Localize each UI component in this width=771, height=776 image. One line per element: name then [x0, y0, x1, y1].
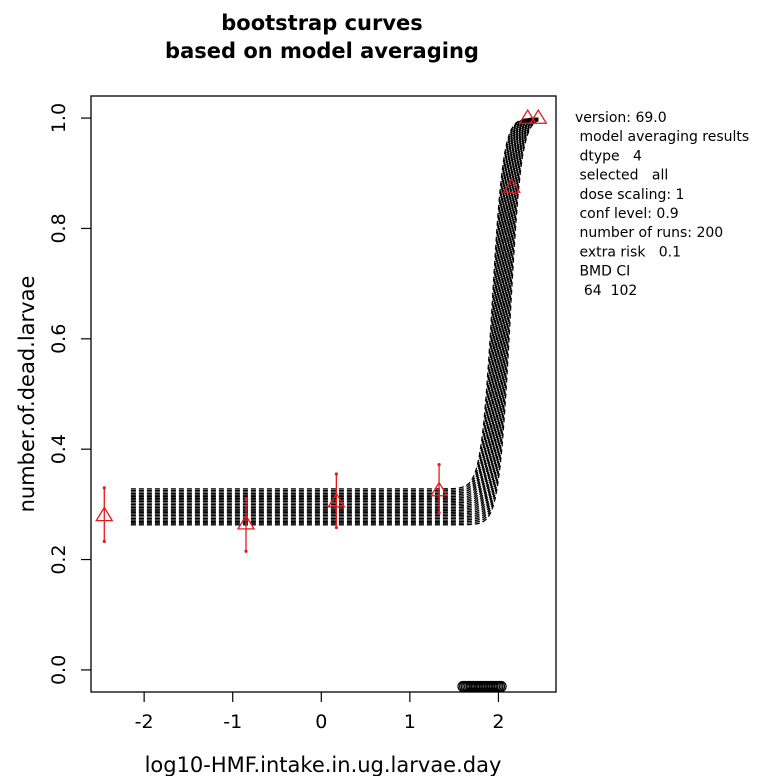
error-bar-cap — [244, 497, 248, 501]
y-tick-label: 0.0 — [48, 655, 70, 685]
observed-point — [429, 481, 449, 497]
bootstrap-curve — [130, 117, 539, 507]
bootstrap-curve — [130, 117, 539, 499]
bootstrap-curve — [130, 117, 539, 506]
observed-point — [518, 108, 537, 124]
x-axis: -2 -1 0 1 2 — [135, 692, 504, 733]
error-bar-cap — [437, 511, 441, 515]
y-tick-label: 0.2 — [48, 544, 70, 574]
info-line: 64 102 — [575, 283, 637, 299]
bootstrap-curve — [130, 119, 539, 524]
bootstrap-curve — [130, 118, 539, 513]
observed-point — [327, 492, 346, 508]
bootstrap-curve — [130, 118, 539, 517]
info-line: selected all — [575, 168, 668, 184]
plot-frame — [90, 95, 557, 693]
info-line: dtype 4 — [575, 148, 642, 164]
x-tick-label: 0 — [315, 711, 327, 733]
y-tick-label: 1.0 — [48, 103, 70, 133]
bootstrap-curve — [130, 118, 539, 518]
error-bar-cap — [244, 549, 248, 553]
chart-title-line-2: based on model averaging — [165, 39, 479, 63]
bootstrap-curve — [130, 117, 539, 498]
x-tick-label: -1 — [223, 711, 242, 733]
observed-point — [529, 108, 548, 124]
observed-point — [236, 514, 256, 530]
error-bar-cap — [334, 525, 338, 530]
bootstrap-curve — [130, 118, 539, 520]
bootstrap-curve — [130, 118, 539, 512]
bootstrap-curve — [130, 117, 539, 503]
bootstrap-curve — [130, 117, 539, 504]
bootstrap-curve — [130, 118, 539, 515]
y-tick-label: 0.6 — [48, 324, 70, 354]
observed-points — [95, 108, 548, 553]
bootstrap-curve — [130, 119, 539, 526]
y-tick-label: 0.8 — [48, 213, 70, 243]
x-tick-label: -2 — [135, 711, 154, 733]
y-tick-label: 0.4 — [48, 434, 70, 464]
x-tick-label: 2 — [492, 711, 504, 733]
observed-point — [95, 506, 114, 522]
info-line: extra risk 0.1 — [575, 244, 681, 260]
info-line: conf level: 0.9 — [575, 206, 679, 222]
bootstrap-curve — [130, 117, 539, 501]
error-bar-cap — [102, 539, 106, 543]
bootstrap-curve — [130, 117, 539, 492]
bmd-markers — [457, 680, 507, 693]
observed-point — [502, 177, 521, 193]
error-bar-cap — [334, 472, 338, 476]
x-axis-label: log10-HMF.intake.in.ug.larvae.day — [145, 753, 502, 776]
bootstrap-curve — [130, 117, 539, 509]
bootstrap-curve — [130, 117, 539, 493]
bootstrap-curve — [130, 119, 539, 521]
y-axis-label: number.of.dead.larvae — [15, 276, 39, 513]
info-line: model averaging results — [575, 129, 749, 145]
bootstrap-curves — [130, 117, 539, 526]
error-bar-cap — [437, 463, 441, 467]
bootstrap-curve — [130, 119, 539, 523]
info-line: number of runs: 200 — [575, 225, 723, 241]
bootstrap-curve — [130, 117, 539, 490]
info-line: BMD CI — [575, 264, 630, 280]
error-bar-cap — [102, 486, 106, 490]
x-tick-label: 1 — [404, 711, 416, 733]
bootstrap-curve — [130, 118, 539, 510]
chart-title-line-1: bootstrap curves — [221, 11, 423, 35]
bootstrap-curve — [130, 117, 539, 496]
y-axis: 0.0 0.2 0.4 0.6 0.8 1.0 — [48, 103, 91, 685]
model-info-legend: version: 69.0 model averaging results dt… — [575, 110, 749, 299]
info-line: version: 69.0 — [575, 110, 667, 126]
info-line: dose scaling: 1 — [575, 187, 684, 203]
bootstrap-curve — [130, 117, 539, 495]
